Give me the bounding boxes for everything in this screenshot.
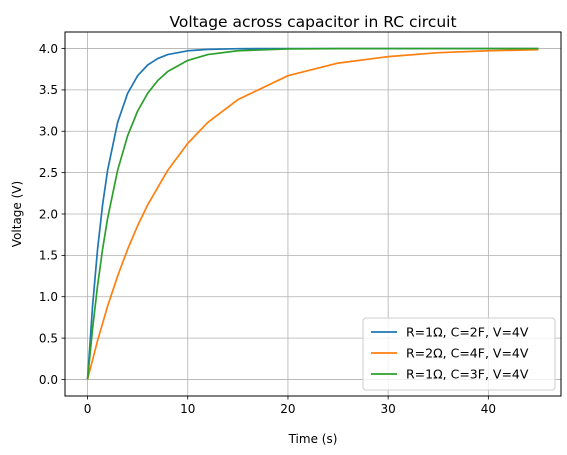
y-tick-label: 3.0 xyxy=(39,125,58,139)
y-tick-label: 4.0 xyxy=(39,42,58,56)
x-axis-label: Time (s) xyxy=(288,432,338,446)
chart-title: Voltage across capacitor in RC circuit xyxy=(169,13,456,31)
legend-label-1: R=1Ω, C=2F, V=4V xyxy=(406,325,529,340)
series-line-2 xyxy=(86,48,539,380)
y-tick-label: 2.5 xyxy=(39,166,58,180)
x-tick-label: 0 xyxy=(84,402,92,416)
y-tick-label: 2.0 xyxy=(39,207,58,221)
x-tick-label: 30 xyxy=(381,402,396,416)
y-tick-label: 3.5 xyxy=(39,83,58,97)
legend-label-2: R=2Ω, C=4F, V=4V xyxy=(406,346,529,361)
y-tick-label: 1.5 xyxy=(39,249,58,263)
series-lines xyxy=(86,47,539,380)
x-tick-label: 20 xyxy=(280,402,295,416)
x-tick-label: 40 xyxy=(481,402,496,416)
legend-label-3: R=1Ω, C=3F, V=4V xyxy=(406,367,529,382)
legend-box xyxy=(362,317,556,391)
y-tick-label: 0.5 xyxy=(39,331,58,345)
legend: R=1Ω, C=2F, V=4V R=2Ω, C=4F, V=4V R=1Ω, C=… xyxy=(362,317,556,391)
series-line-3 xyxy=(86,47,539,380)
y-axis-label: Voltage (V) xyxy=(10,181,24,247)
y-tick-label: 0.0 xyxy=(39,373,58,387)
ticks: 0 10 20 30 40 0.0 0.5 1.0 1.5 2.0 2.5 3.0 3.5 4.0 xyxy=(39,42,496,416)
y-tick-label: 1.0 xyxy=(39,290,58,304)
x-tick-label: 10 xyxy=(180,402,195,416)
